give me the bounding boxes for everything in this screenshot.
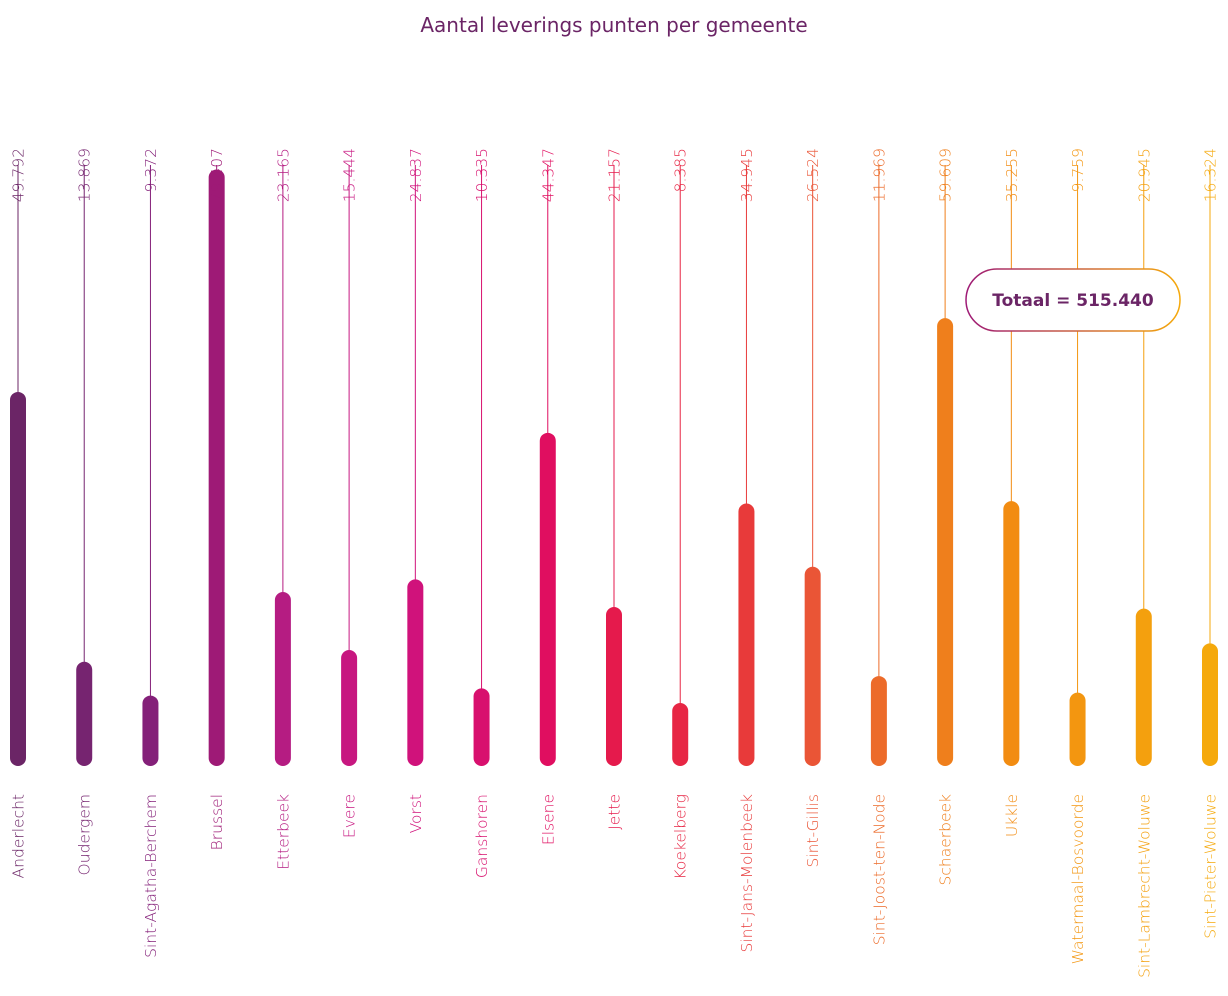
bar <box>606 607 622 766</box>
bar <box>274 591 291 766</box>
category-label: Sint-Jans-Molenbeek <box>738 794 756 952</box>
bar <box>407 579 424 766</box>
value-label: 9.759 <box>1069 148 1087 192</box>
value-label: 11.969 <box>870 148 888 202</box>
value-label: 24.837 <box>407 148 425 202</box>
bar <box>738 503 755 766</box>
category-label: Koekelberg <box>672 794 690 879</box>
category-label: Sint-Agatha-Berchem <box>142 794 160 958</box>
value-label: 26.524 <box>804 148 822 202</box>
value-label: 16.324 <box>1202 148 1220 202</box>
value-label: 34.945 <box>738 148 756 202</box>
bar <box>473 688 490 766</box>
value-label: 23.165 <box>274 148 292 202</box>
bar <box>142 695 159 766</box>
bar <box>804 566 821 766</box>
bar <box>10 391 26 766</box>
category-label: Brussel <box>208 794 226 850</box>
category-label: Watermaal-Bosvoorde <box>1069 794 1087 964</box>
bar <box>208 169 225 767</box>
value-label: 20.945 <box>1135 148 1153 202</box>
bar <box>870 676 887 766</box>
chart-title: Aantal leverings punten per gemeente <box>420 13 807 37</box>
value-label: 21.157 <box>606 148 624 202</box>
category-label: Oudergem <box>76 794 94 875</box>
category-label: Sint-Joost-ten-Node <box>870 794 888 945</box>
bar <box>1135 608 1152 766</box>
value-label: 35.255 <box>1003 148 1021 202</box>
bar <box>1202 643 1218 766</box>
category-label: Vorst <box>407 794 425 833</box>
category-label: Jette <box>606 794 624 830</box>
bar <box>672 703 689 766</box>
category-label: Sint-Gillis <box>804 794 822 868</box>
value-label: 9.372 <box>142 148 160 192</box>
category-label: Anderlecht <box>10 794 28 878</box>
value-label: 8.385 <box>672 148 690 192</box>
total-label: Totaal = 515.440 <box>992 291 1154 311</box>
bar <box>341 649 358 766</box>
bar <box>539 432 556 766</box>
category-label: Sint-Pieter-Woluwe <box>1202 794 1220 939</box>
category-label: Schaerbeek <box>937 794 955 886</box>
category-label: Evere <box>341 794 359 838</box>
value-label: 15.444 <box>341 148 359 202</box>
category-label: Ganshoren <box>473 794 491 878</box>
category-label: Ukkle <box>1003 794 1021 837</box>
value-label: 44.347 <box>539 148 557 202</box>
bar <box>937 318 954 766</box>
value-label: 13.869 <box>76 148 94 202</box>
bar <box>1069 692 1086 766</box>
value-label: 59.609 <box>937 148 955 202</box>
value-label: 79.407 <box>208 148 226 202</box>
value-label: 10.335 <box>473 148 491 202</box>
bar <box>1003 501 1020 766</box>
bar <box>76 661 93 766</box>
total-annotation: Totaal = 515.440 <box>965 268 1181 332</box>
category-label: Etterbeek <box>274 794 292 870</box>
category-label: Elsene <box>539 794 557 845</box>
value-label: 49.792 <box>10 148 28 202</box>
category-label: Sint-Lambrecht-Woluwe <box>1135 794 1153 978</box>
